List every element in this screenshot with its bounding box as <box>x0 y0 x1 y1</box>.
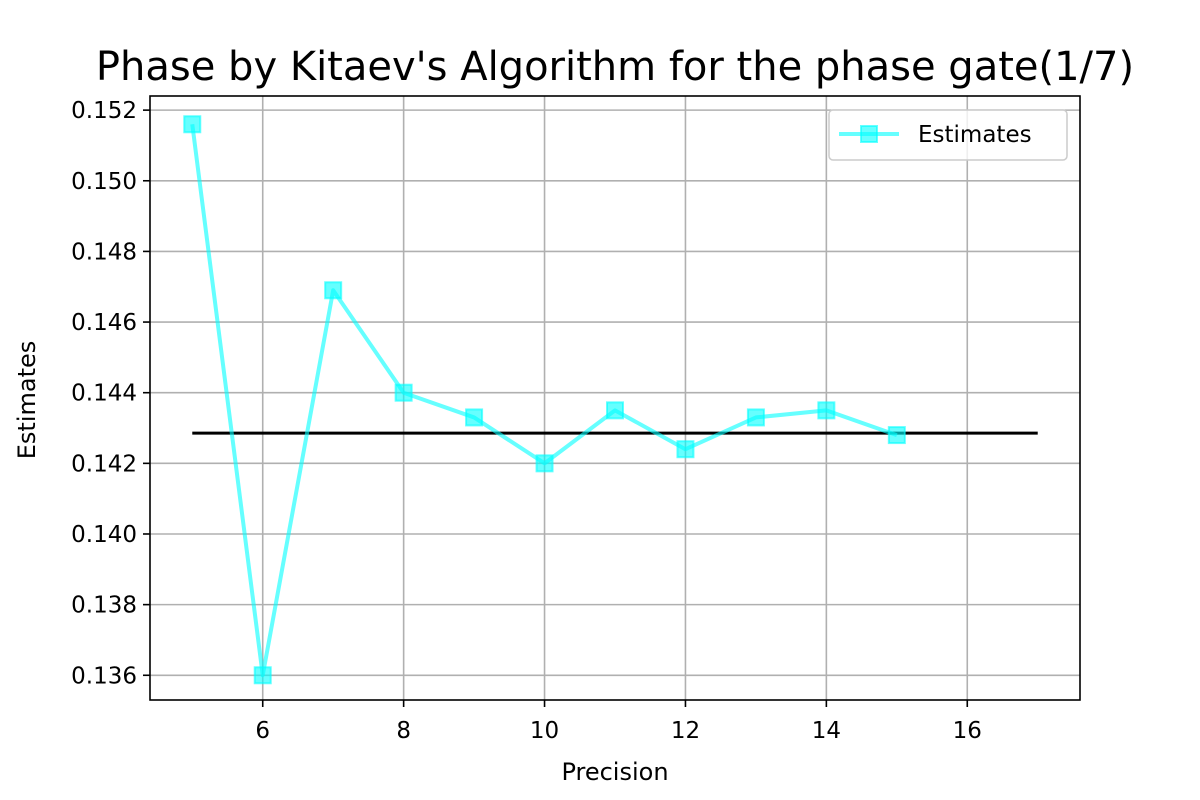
x-axis-label: Precision <box>561 758 668 786</box>
plot-frame <box>149 95 1081 701</box>
data-point-marker <box>887 426 906 445</box>
data-point-marker <box>676 440 695 459</box>
y-tick-label: 0.144 <box>71 381 137 407</box>
legend-label: Estimates <box>918 122 1032 148</box>
x-tick-label: 8 <box>396 718 411 744</box>
data-point-marker <box>253 666 272 685</box>
series-group <box>183 115 906 685</box>
y-tick-label: 0.142 <box>71 451 137 477</box>
y-tick-label: 0.148 <box>71 239 137 265</box>
y-tick-label: 0.150 <box>71 169 137 195</box>
y-tick-label: 0.136 <box>71 663 137 689</box>
data-point-marker <box>535 454 554 473</box>
data-point-marker <box>606 401 624 420</box>
x-tick-label: 10 <box>530 718 559 744</box>
x-tick-label: 12 <box>671 718 700 744</box>
y-axis-ticks: 0.136 0.138 0.140 0.142 0.144 0.146 0.148 0.150… <box>71 98 150 689</box>
data-point-marker <box>465 408 484 427</box>
x-tick-label: 16 <box>953 718 982 744</box>
legend: Estimates <box>828 109 1068 161</box>
y-tick-label: 0.138 <box>71 593 137 619</box>
data-point-marker <box>324 281 343 300</box>
data-point-marker <box>817 401 836 420</box>
data-point-marker <box>394 383 413 402</box>
x-tick-label: 6 <box>255 718 270 744</box>
x-axis-ticks: 6 8 10 12 14 16 <box>255 700 982 744</box>
x-tick-label: 14 <box>812 718 841 744</box>
chart-title: Phase by Kitaev's Algorithm for the phas… <box>96 44 1134 90</box>
legend-box <box>828 109 1068 161</box>
data-point-marker <box>746 408 765 427</box>
y-tick-label: 0.140 <box>71 522 137 548</box>
legend-square-marker <box>860 125 878 143</box>
grid <box>150 96 1080 700</box>
y-tick-label: 0.152 <box>71 98 137 124</box>
y-tick-label: 0.146 <box>71 310 137 336</box>
y-axis-label: Estimates <box>13 341 41 460</box>
data-point-marker <box>183 115 202 134</box>
